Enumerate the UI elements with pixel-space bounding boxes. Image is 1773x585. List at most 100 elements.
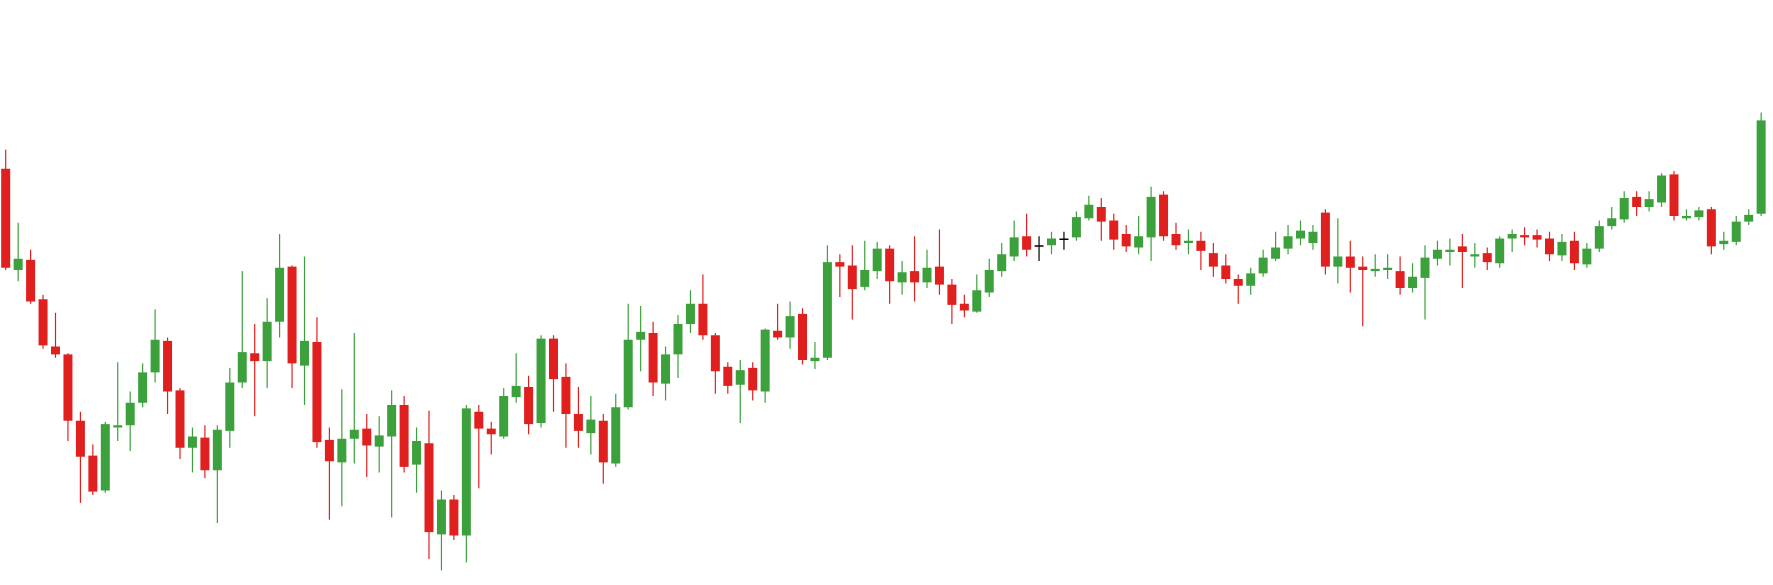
candle-body [1283, 236, 1293, 249]
candle-body [138, 372, 148, 403]
candle-body [598, 420, 608, 463]
candle-body [735, 370, 745, 385]
candle-body [934, 266, 944, 285]
candle-body [461, 408, 471, 536]
candle-body [1009, 237, 1019, 257]
candle-body [972, 290, 982, 312]
candle-body [1569, 240, 1579, 264]
candle-body [997, 254, 1007, 272]
candle-body [860, 270, 870, 287]
candle-body [698, 303, 708, 336]
candle-body [636, 331, 646, 340]
candle-body [1520, 235, 1530, 238]
candle-body [1582, 248, 1592, 265]
candle-body [723, 366, 733, 386]
candle-body [262, 321, 272, 362]
candle-body [374, 435, 384, 447]
candle-body [1731, 221, 1741, 242]
candle-body [100, 424, 110, 491]
candle-body [1134, 236, 1144, 248]
candle-body [1271, 247, 1281, 259]
candle-body [1296, 230, 1305, 239]
candle-body [1333, 256, 1343, 267]
candle-body [486, 428, 496, 435]
candle-body [387, 405, 397, 437]
candle-body [1719, 240, 1729, 245]
candle-body [13, 258, 23, 270]
candle-body [1233, 279, 1243, 286]
candle-body [1171, 234, 1181, 246]
candle-body [885, 248, 895, 282]
candle-body [1047, 238, 1056, 246]
candle-body [1482, 253, 1492, 263]
candle-body [1457, 246, 1467, 252]
candle-body [760, 329, 770, 392]
candle-body [1246, 273, 1256, 286]
candle-body [1669, 174, 1679, 216]
candle-body [648, 333, 658, 383]
candle-body [1470, 254, 1480, 257]
candle-body [1644, 199, 1654, 207]
candle-body [1657, 175, 1667, 203]
candle-body [212, 429, 222, 471]
candle-body [910, 271, 920, 283]
candle-body [847, 265, 857, 290]
candle-body [1258, 257, 1268, 274]
candle-body [773, 330, 783, 338]
candle-body [661, 354, 671, 384]
candle-body [312, 342, 322, 443]
candle-body [1059, 238, 1069, 240]
candle-body [1, 168, 11, 268]
candle-body [922, 267, 932, 283]
candle-body [424, 443, 434, 533]
candle-body [1632, 196, 1642, 207]
candle-body [1121, 234, 1131, 247]
candle-body [1109, 220, 1119, 240]
candle-body [1071, 217, 1081, 238]
candle-body [474, 411, 484, 429]
candle-body [1320, 212, 1330, 267]
candle-body [324, 439, 334, 462]
candle-body [1370, 268, 1380, 272]
candle-body [436, 499, 446, 535]
candle-body [1221, 265, 1231, 279]
candle-body [163, 340, 173, 392]
candle-body [1358, 266, 1368, 270]
candle-body [549, 338, 558, 380]
candle-body [225, 382, 235, 431]
candle-body [984, 270, 994, 293]
candle-body [1681, 216, 1691, 219]
candle-body [1694, 210, 1704, 218]
candle-body [449, 499, 459, 536]
candle-body [75, 420, 85, 457]
candle-body [337, 438, 347, 463]
candle-body [1146, 196, 1156, 238]
candle-body [1159, 194, 1169, 237]
candle-body [1706, 209, 1716, 247]
candle-body [1408, 276, 1418, 288]
candle-body [150, 339, 160, 373]
candle-body [275, 267, 285, 322]
candle-body [1495, 238, 1505, 264]
candle-body [1594, 226, 1604, 249]
candle-body [798, 313, 807, 360]
candle-body [947, 284, 957, 305]
candle-body [1208, 253, 1218, 267]
candle-body [822, 262, 832, 358]
candle-body [1308, 231, 1318, 243]
candle-body [586, 419, 596, 434]
candle-body [1432, 249, 1442, 259]
candle-body [300, 340, 309, 366]
candle-body [187, 436, 197, 448]
candle-body [1345, 256, 1355, 268]
candle-body [511, 385, 521, 398]
candle-body [1022, 236, 1032, 250]
candle-body [1557, 241, 1567, 256]
candle-body [897, 272, 907, 283]
candle-body [200, 437, 210, 471]
candle-body [412, 441, 422, 465]
candle-body [250, 353, 260, 362]
candle-body [175, 390, 185, 448]
candle-body [1619, 198, 1629, 220]
candle-body [748, 367, 758, 391]
